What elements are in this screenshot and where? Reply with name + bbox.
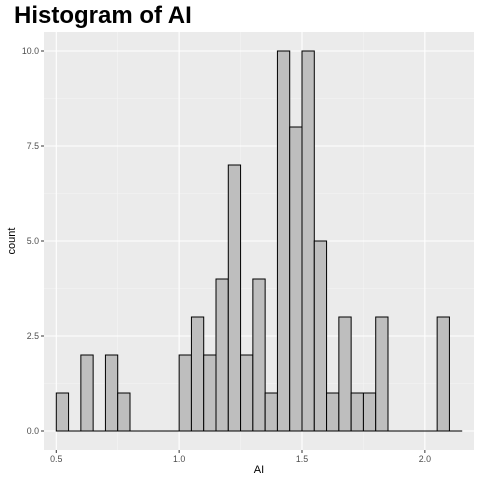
histogram-bar xyxy=(338,316,352,432)
histogram-bar xyxy=(227,164,242,432)
histogram-bar xyxy=(178,354,192,432)
histogram-bar xyxy=(264,392,278,432)
chart-title: Histogram of AI xyxy=(14,2,192,29)
y-tick-label: 2.5 xyxy=(27,331,39,341)
histogram-bar xyxy=(276,50,291,432)
histogram-bar xyxy=(436,316,450,432)
histogram-bar xyxy=(104,354,119,432)
y-axis: 0.0 2.5 5.0 7.5 10.0 xyxy=(22,46,44,436)
x-axis: 0.5 1.0 1.5 2.0 xyxy=(50,450,431,464)
x-tick-label: 2.0 xyxy=(419,454,431,464)
histogram-bar xyxy=(289,126,303,432)
histogram-bar xyxy=(301,50,315,432)
histogram-bar xyxy=(203,354,217,432)
histogram-bar xyxy=(375,316,389,432)
histogram-bar xyxy=(313,240,328,432)
histogram-bar xyxy=(362,392,377,432)
x-tick-label: 1.5 xyxy=(296,454,308,464)
x-tick-label: 0.5 xyxy=(50,454,62,464)
x-tick-label: 1.0 xyxy=(173,454,185,464)
y-tick-label: 0.0 xyxy=(27,426,39,436)
histogram-bar xyxy=(252,278,266,432)
y-tick-label: 10.0 xyxy=(22,46,39,56)
histogram-bar xyxy=(350,392,364,432)
histogram-bar xyxy=(117,392,131,432)
histogram-bar xyxy=(80,354,94,432)
x-axis-title: AI xyxy=(254,464,264,476)
histogram-bar xyxy=(190,316,205,432)
histogram-bar xyxy=(240,354,254,432)
histogram-bar xyxy=(55,392,70,432)
y-axis-title: count xyxy=(6,228,18,255)
y-tick-label: 5.0 xyxy=(27,236,39,246)
histogram-bar xyxy=(215,278,229,432)
histogram-bar xyxy=(326,392,340,432)
histogram-bars xyxy=(55,50,463,432)
y-tick-label: 7.5 xyxy=(27,141,39,151)
